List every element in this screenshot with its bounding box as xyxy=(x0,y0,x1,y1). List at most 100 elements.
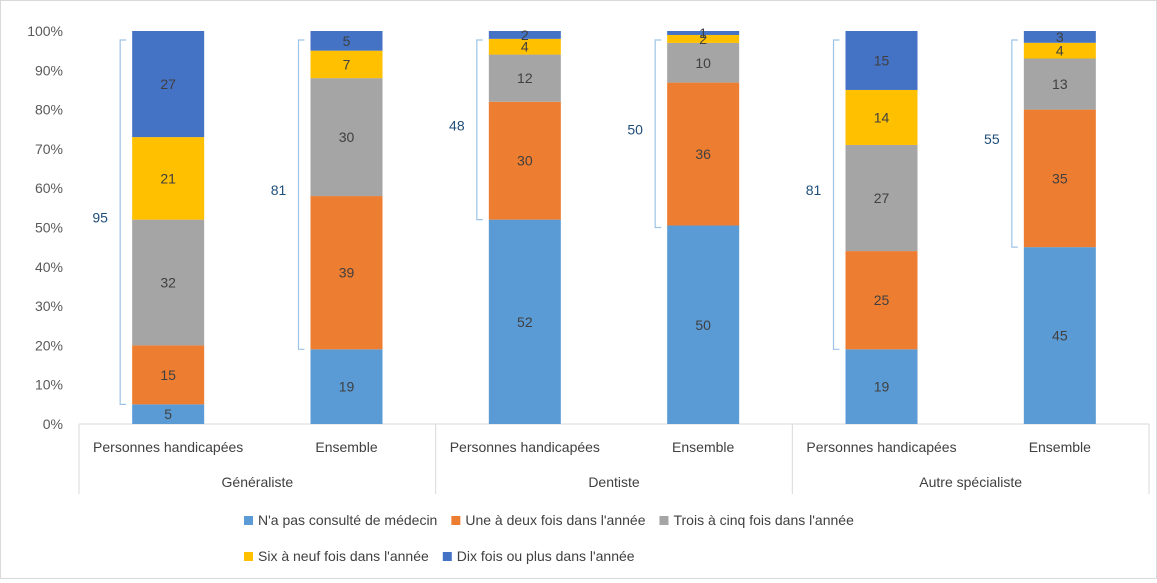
bar-segment xyxy=(310,31,383,51)
data-label: 4 xyxy=(1056,43,1064,59)
data-label: 25 xyxy=(874,292,890,308)
data-label: 32 xyxy=(160,275,176,291)
data-label: 3 xyxy=(1056,29,1064,45)
y-tick-label: 60% xyxy=(35,180,63,196)
bar-segment xyxy=(132,31,205,138)
legend-entry: Trois à cinq fois dans l'année xyxy=(673,512,854,528)
data-label: 30 xyxy=(339,129,355,145)
data-label: 14 xyxy=(874,109,890,125)
brace-label: 81 xyxy=(806,182,822,198)
brace-bracket xyxy=(119,39,127,405)
bar-segment xyxy=(132,404,205,424)
bar-segment xyxy=(310,78,383,197)
data-label: 12 xyxy=(517,70,533,86)
bar-segment xyxy=(310,196,383,350)
bar-segment xyxy=(1023,31,1096,43)
x-group-label: Dentiste xyxy=(588,474,640,490)
data-label: 30 xyxy=(517,153,533,169)
data-label: 21 xyxy=(160,170,176,186)
bar-segment xyxy=(1023,109,1096,248)
bar-segment xyxy=(132,137,205,220)
x-category-label: Personnes handicapées xyxy=(450,439,600,455)
bar-segment xyxy=(488,54,561,102)
axis-layer: 0% 10% 20% 30% 40% 50% 60% 70% 80% 90% 100% Personn… xyxy=(27,23,1150,494)
bar-segment xyxy=(667,225,740,424)
x-category-label: Personnes handicapées xyxy=(806,439,956,455)
data-label: 19 xyxy=(339,379,355,395)
legend-swatch xyxy=(659,516,669,525)
brace-bracket xyxy=(1011,39,1018,248)
y-tick-label: 30% xyxy=(35,298,63,314)
brace-bracket xyxy=(476,39,483,221)
data-label: 50 xyxy=(695,317,711,333)
data-label: 15 xyxy=(160,367,176,383)
data-label: 27 xyxy=(874,190,890,206)
bar-segment xyxy=(845,89,918,145)
data-label: 19 xyxy=(874,379,890,395)
data-label: 5 xyxy=(164,406,172,422)
data-label: 10 xyxy=(695,55,711,71)
bar-segment xyxy=(1023,247,1096,424)
y-tick-label: 50% xyxy=(35,220,63,236)
braces-layer: 95 81 48 50 81 55 xyxy=(92,39,1018,405)
brace-bracket xyxy=(654,39,662,229)
y-tick-label: 0% xyxy=(43,416,63,432)
bar-segment xyxy=(1023,42,1096,59)
bar-segment xyxy=(488,101,561,220)
bar-segment xyxy=(667,42,740,83)
bar-segment xyxy=(667,34,740,43)
bar-segment xyxy=(845,144,918,252)
data-label: 27 xyxy=(160,76,176,92)
y-tick-label: 70% xyxy=(35,141,63,157)
legend-swatch xyxy=(442,552,452,561)
data-label: 2 xyxy=(699,31,707,47)
bar-segment xyxy=(667,31,740,35)
data-label: 4 xyxy=(521,39,529,55)
bar-segment xyxy=(845,349,918,424)
legend-entry: N'a pas consulté de médecin xyxy=(258,512,437,528)
bar-segment xyxy=(845,31,918,90)
x-category-label: Ensemble xyxy=(1029,439,1091,455)
bar-segment xyxy=(310,50,383,79)
data-label: 52 xyxy=(517,314,533,330)
brace-bracket xyxy=(832,39,840,350)
data-label: 1 xyxy=(699,25,707,41)
brace-label: 95 xyxy=(92,210,108,226)
y-tick-label: 90% xyxy=(35,62,63,78)
bar-segment xyxy=(488,219,561,424)
legend-swatch xyxy=(451,516,461,525)
x-category-label: Personnes handicapées xyxy=(93,439,243,455)
brace-label: 48 xyxy=(449,117,465,133)
bar-segment xyxy=(667,82,740,226)
data-label: 45 xyxy=(1052,328,1068,344)
bar-segment xyxy=(488,31,561,39)
data-label: 13 xyxy=(1052,76,1068,92)
data-label: 15 xyxy=(874,52,890,68)
brace-bracket xyxy=(297,39,305,350)
y-tick-label: 100% xyxy=(27,23,63,39)
legend: N'a pas consulté de médecin Une à deux fo… xyxy=(244,512,854,564)
legend-swatch xyxy=(244,552,253,561)
x-category-label: Ensemble xyxy=(672,439,734,455)
brace-label: 55 xyxy=(984,131,1000,147)
data-label: 39 xyxy=(339,265,355,281)
data-label: 2 xyxy=(521,27,529,43)
y-tick-label: 40% xyxy=(35,259,63,275)
bar-segment xyxy=(310,349,383,424)
legend-entry: Six à neuf fois dans l'année xyxy=(258,548,429,564)
bars-layer: 5153221271939307552301242503610211925271… xyxy=(132,25,1096,424)
data-label: 35 xyxy=(1052,170,1068,186)
bar-segment xyxy=(845,251,918,350)
brace-label: 50 xyxy=(627,121,643,137)
bar-segment xyxy=(132,345,205,405)
x-category-label: Ensemble xyxy=(315,439,377,455)
x-group-label: Généraliste xyxy=(222,474,294,490)
bar-segment xyxy=(132,219,205,346)
brace-label: 81 xyxy=(271,182,287,198)
bar-segment xyxy=(488,38,561,55)
y-tick-label: 80% xyxy=(35,102,63,118)
legend-entry: Une à deux fois dans l'année xyxy=(465,512,645,528)
legend-swatch xyxy=(244,516,253,525)
bar-segment xyxy=(1023,58,1096,110)
